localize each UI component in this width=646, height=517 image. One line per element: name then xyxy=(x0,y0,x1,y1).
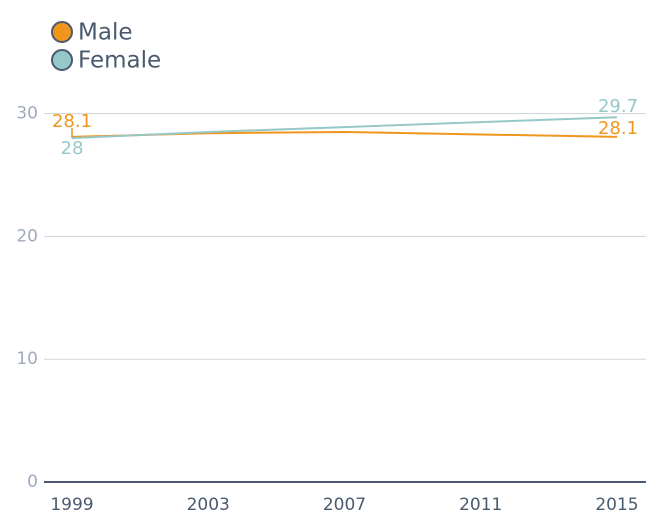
x-tick-label: 1999 xyxy=(50,495,93,513)
legend-label: Male xyxy=(78,20,132,46)
legend-label: Female xyxy=(78,48,161,74)
legend-marker xyxy=(51,21,73,43)
y-tick-label: 30 xyxy=(16,104,38,124)
line xyxy=(71,116,618,140)
x-tick-label: 2007 xyxy=(323,495,366,513)
y-tick-label: 10 xyxy=(16,349,38,369)
data-label: 28.1 xyxy=(52,111,92,132)
y-tick-label: 0 xyxy=(27,472,38,492)
x-tick-label: 2011 xyxy=(459,495,502,513)
data-label: 28 xyxy=(61,138,84,159)
legend-marker xyxy=(51,49,73,71)
x-tick-label: 2015 xyxy=(595,495,638,513)
y-tick-label: 20 xyxy=(16,226,38,246)
data-label: 28.1 xyxy=(598,118,638,139)
data-label: 29.7 xyxy=(598,96,638,117)
x-tick-label: 2003 xyxy=(187,495,230,513)
